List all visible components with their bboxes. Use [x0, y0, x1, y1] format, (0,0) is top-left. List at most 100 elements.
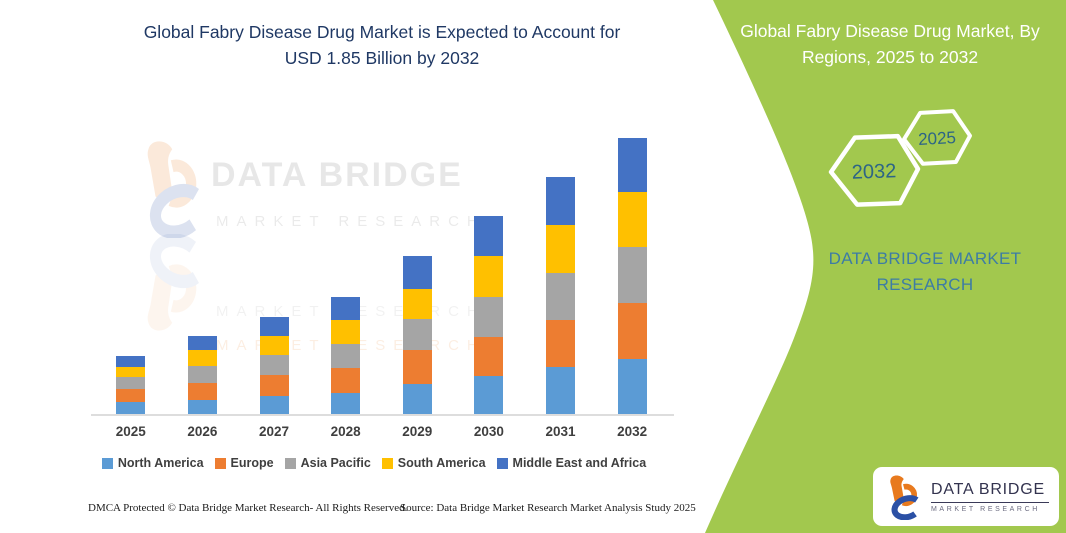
legend-label: South America [397, 456, 486, 470]
bar-segment-south-america [402, 289, 432, 320]
bar-slot-2032 [596, 130, 668, 415]
bar-segment-north-america [474, 375, 504, 415]
bar-slot-2030 [453, 130, 525, 415]
bar-slot-2027 [238, 130, 310, 415]
bar-segment-north-america [259, 395, 289, 415]
hexagon-2025: 2025 [902, 109, 972, 166]
hexagon-outline [902, 109, 972, 166]
stacked-bar-2032 [617, 138, 647, 415]
legend-swatch [381, 457, 393, 469]
x-axis-line [91, 414, 674, 416]
bar-segment-middle-east-and-africa [331, 297, 361, 321]
x-axis-label: 2025 [115, 424, 146, 439]
legend-item-asia-pacific: Asia Pacific [284, 456, 371, 470]
footer-dmca-text: DMCA Protected © Data Bridge Market Rese… [88, 502, 408, 514]
legend-item-europe: Europe [214, 456, 274, 470]
bar-segment-north-america [402, 384, 432, 415]
bar-segment-asia-pacific [546, 272, 576, 320]
bar-segment-south-america [187, 350, 217, 367]
logo-card: DATA BRIDGE MARKET RESEARCH [873, 467, 1059, 526]
region-panel-title: Global Fabry Disease Drug Market, By Reg… [740, 21, 1040, 67]
bar-slot-2025 [95, 130, 167, 415]
legend-item-middle-east-and-africa: Middle East and Africa [496, 456, 647, 470]
stacked-bar-2028 [331, 297, 361, 415]
x-axis-label: 2031 [545, 424, 576, 439]
x-axis-label: 2026 [187, 424, 218, 439]
bar-segment-middle-east-and-africa [474, 216, 504, 256]
chart-title: Global Fabry Disease Drug Market is Expe… [143, 22, 621, 68]
x-axis-label: 2030 [473, 424, 504, 439]
bar-segment-europe [187, 383, 217, 400]
bar-segment-middle-east-and-africa [187, 335, 217, 351]
bar-segment-north-america [187, 400, 217, 415]
bar-segment-north-america [116, 401, 146, 415]
bar-segment-middle-east-and-africa [402, 255, 432, 290]
stacked-bar-2026 [187, 335, 217, 415]
bar-segment-north-america [546, 367, 576, 415]
x-axis-label: 2029 [402, 424, 433, 439]
logo-name: DATA BRIDGE [931, 481, 1049, 503]
bar-segment-middle-east-and-africa [259, 316, 289, 336]
bar-segment-south-america [331, 320, 361, 345]
bar-segment-south-america [474, 255, 504, 298]
bar-segment-europe [331, 368, 361, 393]
bar-segment-europe [116, 389, 146, 402]
x-axis-labels: 2025 2026 2027 2028 2029 2030 2031 2032 [95, 424, 668, 439]
logo-text-block: DATA BRIDGE MARKET RESEARCH [931, 481, 1049, 513]
bar-segment-asia-pacific [187, 366, 217, 384]
bar-segment-north-america [617, 359, 647, 415]
legend-label: North America [117, 456, 204, 470]
plot-area [95, 130, 668, 415]
bar-segment-europe [259, 375, 289, 396]
stacked-bar-2031 [546, 177, 576, 415]
bar-segment-south-america [116, 367, 146, 378]
stacked-bar-chart [91, 130, 674, 416]
stacked-bar-2029 [402, 255, 432, 415]
hexagon-year-label: 2025 [918, 128, 957, 149]
bar-segment-north-america [331, 392, 361, 415]
bar-slot-2028 [310, 130, 382, 415]
bar-segment-south-america [617, 191, 647, 248]
stacked-bar-2025 [116, 355, 146, 415]
bar-segment-middle-east-and-africa [116, 355, 146, 368]
legend-label: Middle East and Africa [512, 456, 647, 470]
stacked-bar-2027 [259, 316, 289, 415]
legend-swatch [284, 457, 296, 469]
bar-slot-2026 [167, 130, 239, 415]
stacked-bar-2030 [474, 216, 504, 415]
legend-swatch [214, 457, 226, 469]
legend-item-south-america: South America [381, 456, 486, 470]
chart-legend: North America Europe Asia Pacific South Ame… [78, 456, 670, 470]
legend-item-north-america: North America [101, 456, 204, 470]
bar-segment-europe [546, 319, 576, 368]
dbmr-logo-icon [881, 473, 923, 520]
bar-segment-south-america [259, 335, 289, 356]
legend-swatch [101, 457, 113, 469]
bar-segment-middle-east-and-africa [546, 177, 576, 225]
bar-segment-south-america [546, 224, 576, 273]
legend-label: Europe [230, 456, 274, 470]
logo-subtitle: MARKET RESEARCH [931, 505, 1040, 513]
bar-segment-europe [617, 302, 647, 360]
legend-label: Asia Pacific [300, 456, 371, 470]
bar-segment-europe [402, 350, 432, 384]
bar-segment-europe [474, 336, 504, 376]
bar-segment-asia-pacific [259, 355, 289, 376]
bar-segment-middle-east-and-africa [617, 138, 647, 192]
bar-slot-2031 [525, 130, 597, 415]
legend-swatch [496, 457, 508, 469]
x-axis-label: 2028 [330, 424, 361, 439]
x-axis-label: 2027 [259, 424, 290, 439]
bar-segment-asia-pacific [331, 344, 361, 369]
bar-segment-asia-pacific [116, 377, 146, 390]
x-axis-label: 2032 [617, 424, 648, 439]
brand-name-text: DATA BRIDGE MARKET RESEARCH [828, 249, 1022, 294]
hexagon-year-label: 2032 [851, 160, 896, 184]
bar-segment-asia-pacific [474, 297, 504, 337]
bar-segment-asia-pacific [402, 319, 432, 350]
hexagon-2032: 2032 [828, 133, 921, 207]
bar-segment-asia-pacific [617, 247, 647, 303]
bar-slot-2029 [382, 130, 454, 415]
hexagon-outline [828, 133, 921, 207]
